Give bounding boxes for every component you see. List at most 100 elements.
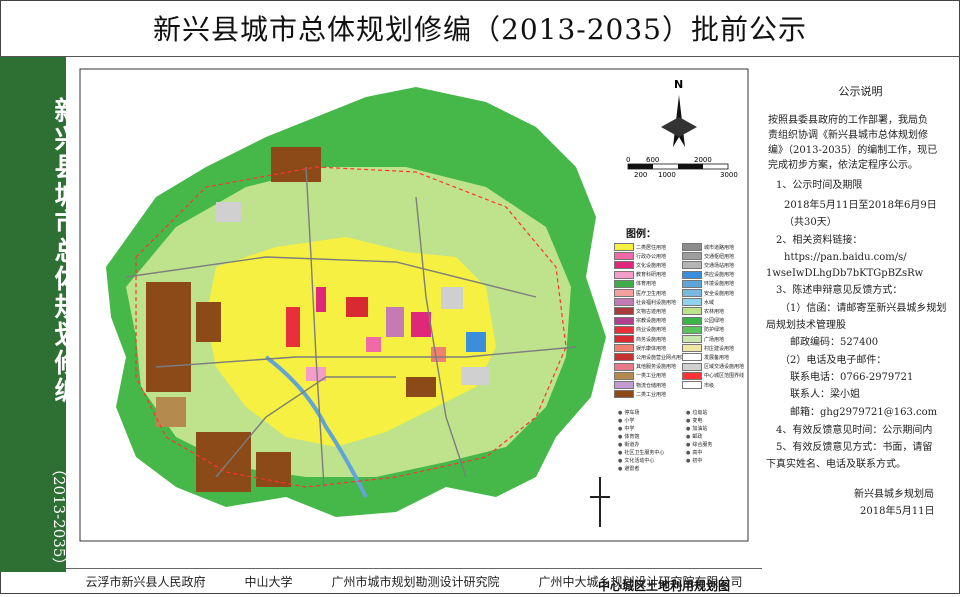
facility-icon: ● xyxy=(686,409,691,416)
facility-label: 变电 xyxy=(692,418,703,424)
legend-item: 环境设施用地 xyxy=(682,279,735,288)
facility-icon: ● xyxy=(618,449,623,456)
legend-item: 社会福利设施用地 xyxy=(614,298,677,307)
legend-swatch xyxy=(614,289,634,297)
scale-bottom-0: 200 xyxy=(634,171,648,179)
legend-label: 娱乐康体用地 xyxy=(636,345,667,352)
notice-s3-letter2: 局规划技术管理股 xyxy=(766,320,846,331)
notice-title: 公示说明 xyxy=(838,85,883,98)
legend-label: 发展备用地 xyxy=(704,354,730,361)
legend-swatch xyxy=(682,307,702,316)
legend-item: 教育科研用地 xyxy=(614,270,666,279)
legend-label: 宗教设施用地 xyxy=(636,318,667,325)
facility-legend-item: ● 变电 xyxy=(686,417,703,425)
map-caption: 中心城区土地利用规划图 xyxy=(598,579,731,593)
footer-item-2: 广州市城市规划勘测设计研究院 xyxy=(331,574,500,589)
facility-icon: ● xyxy=(686,449,691,456)
legend-label: 体育用地 xyxy=(636,281,657,288)
legend-label: 广场用地 xyxy=(704,336,725,343)
legend-item: 商业设施用地 xyxy=(614,325,667,334)
legend-label: 社会福利设施用地 xyxy=(636,299,677,306)
legend-item: 区域交通设施用地 xyxy=(682,362,745,371)
facility-icon: ● xyxy=(618,433,623,440)
legend-item: 文物古迹用地 xyxy=(614,307,667,316)
legend-item: 公用设施营业网点用地 xyxy=(614,353,686,362)
notice-s2-link1[interactable]: https://pan.baidu.com/s/ xyxy=(784,252,907,263)
facility-legend-item: ● 停车场 xyxy=(618,409,639,417)
footer-item-1: 中山大学 xyxy=(244,574,293,589)
legend-item: 城市道路用地 xyxy=(682,243,734,251)
notice-s2-title: 2、相关资料链接： xyxy=(776,235,863,246)
legend-swatch xyxy=(682,362,702,371)
legend-label: 医疗卫生用地 xyxy=(636,290,667,297)
legend-label: 供应设施用地 xyxy=(704,272,735,279)
legend-label: 行政办公用地 xyxy=(636,253,667,260)
notice-signature: 新兴县城乡规划局 xyxy=(854,489,934,500)
legend-swatch xyxy=(614,344,634,353)
legend-label: 城市道路用地 xyxy=(704,244,735,251)
legend-label: 农林用地 xyxy=(704,308,725,315)
legend-swatch xyxy=(682,252,702,261)
facility-legend-item: ● 邮政 xyxy=(686,433,703,441)
facility-label: 邮政 xyxy=(692,434,703,440)
notice-intro-1: 责组织协调《新兴县城市总体规划修 xyxy=(768,130,928,141)
facility-legend-item: ● 加油站 xyxy=(686,425,707,433)
facility-legend-item: ● 高中 xyxy=(686,449,702,457)
legend-swatch xyxy=(682,298,702,307)
legend-label: 环境设施用地 xyxy=(704,281,735,288)
facility-icon: ● xyxy=(686,441,691,448)
legend-item: 商务设施用地 xyxy=(614,335,666,343)
facility-legend-item: ● 垃圾站 xyxy=(686,409,708,417)
north-arrow-icon xyxy=(661,95,697,147)
legend-item: 村庄建设用地 xyxy=(682,344,734,353)
legend-item: 二类居住用地 xyxy=(614,243,666,251)
scale-top-0: 0 xyxy=(626,156,631,164)
legend-item: 体育用地 xyxy=(614,279,657,288)
legend-item: 水域 xyxy=(682,298,715,307)
legend-item: 供应设施用地 xyxy=(682,270,735,279)
footer-bar: 云浮市新兴县人民政府 中山大学 广州市城市规划勘测设计研究院 广州中大城乡规划设… xyxy=(66,568,762,593)
notice-s4: 4、有效反馈意见时间：公示期间内 xyxy=(776,425,933,436)
legend-swatch xyxy=(614,390,634,399)
facility-label: 初中 xyxy=(692,458,703,464)
footer-item-0: 云浮市新兴县人民政府 xyxy=(85,574,206,589)
legend-item: 中心城区范围界线 xyxy=(682,371,744,380)
footer-item-3: 广州中大城乡规划设计研究院有限公司 xyxy=(538,574,743,589)
facility-icon: ● xyxy=(618,409,623,416)
legend-swatch xyxy=(614,371,634,380)
facility-label: 中学 xyxy=(624,426,635,432)
notice-s2-link2[interactable]: 1wseIwDLhgDb7bKTGpBZsRw xyxy=(766,268,924,279)
scale-top-2: 2000 xyxy=(694,156,712,164)
vertical-subtitle: （2013-2035） xyxy=(50,461,68,573)
legend-label: 区域交通设施用地 xyxy=(704,364,745,371)
facility-label: 体育馆 xyxy=(624,434,640,440)
notice-s3-letter1: （1）信函：请邮寄至新兴县城乡规划 xyxy=(780,303,947,314)
scale-bar-icon xyxy=(627,163,729,170)
facility-legend-item: ● 社区卫生服务中心 xyxy=(618,449,664,457)
notice-intro-3: 完成初步方案，依法定程序公示。 xyxy=(768,160,918,171)
facility-icon: ● xyxy=(686,457,691,464)
legend-item: 宗教设施用地 xyxy=(614,316,667,325)
legend-label: 物流仓储用地 xyxy=(636,382,667,389)
notice-s3-phone: 联系电话：0766-2979721 xyxy=(790,372,914,383)
legend-label: 水域 xyxy=(704,299,715,306)
legend-label: 文物古迹用地 xyxy=(636,308,667,315)
legend-swatch xyxy=(614,261,634,270)
legend-swatch xyxy=(614,353,634,362)
legend-swatch xyxy=(682,270,702,279)
notice-s1-title: 1、公示时间及期限 xyxy=(776,180,863,191)
scale-bottom-1: 1000 xyxy=(658,171,676,179)
facility-label: 垃圾站 xyxy=(692,410,708,416)
page-title: 新兴县城市总体规划修编（2013-2035）批前公示 xyxy=(0,0,960,57)
legend-label: 商业设施用地 xyxy=(636,327,667,334)
facility-legend-item: ● 街道办 xyxy=(618,441,639,449)
legend-swatch xyxy=(614,307,634,316)
legend-label: 二类工业用地 xyxy=(636,391,667,398)
legend-item: 其他服务设施用地 xyxy=(614,362,676,371)
legend-swatch xyxy=(682,335,702,343)
legend-item: 交通场站用地 xyxy=(682,261,734,270)
legend-item: 交通枢纽用地 xyxy=(682,252,734,261)
legend-item: 娱乐康体用地 xyxy=(614,344,667,353)
facility-legend-item: ● 小学 xyxy=(618,417,634,425)
facility-legend-item: ● 避雷者 xyxy=(618,465,639,473)
